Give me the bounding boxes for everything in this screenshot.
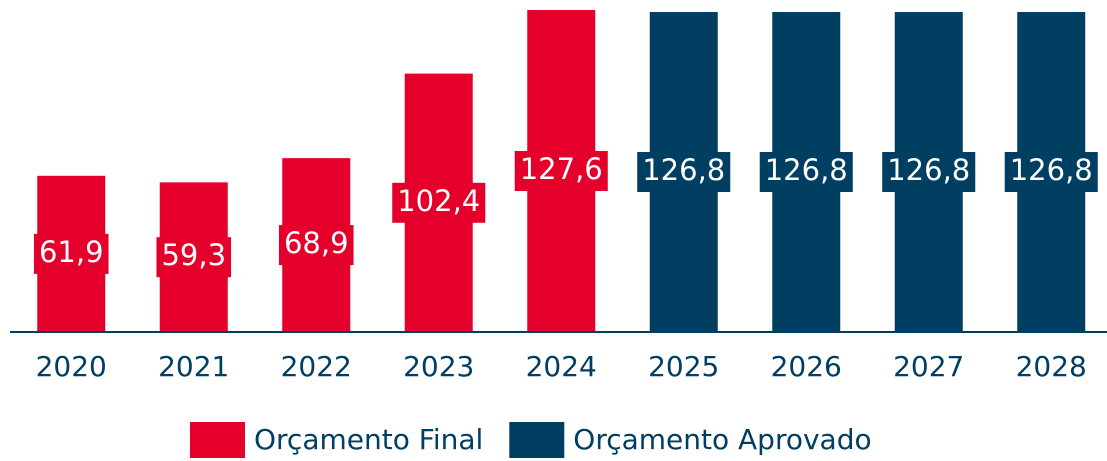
- value-label: 102,4: [397, 184, 480, 218]
- x-tick-label: 2023: [403, 350, 474, 383]
- value-label-group: 126,8: [637, 152, 731, 193]
- value-label-group: 59,3: [156, 237, 232, 278]
- value-label-bg: [33, 233, 109, 274]
- value-label-bg: [759, 152, 853, 193]
- value-label-group: 102,4: [392, 182, 486, 223]
- x-tick-label: 2025: [648, 350, 719, 383]
- x-tick-label: 2026: [771, 350, 842, 383]
- x-tick-label: 2022: [281, 350, 352, 383]
- value-label-group: 126,8: [882, 152, 976, 193]
- value-label: 126,8: [1010, 153, 1093, 187]
- x-tick-label: 2024: [526, 350, 597, 383]
- value-label-bg: [1004, 152, 1098, 193]
- value-label: 127,6: [520, 152, 603, 186]
- value-label-bg: [278, 225, 354, 266]
- value-label: 126,8: [765, 153, 848, 187]
- value-label: 59,3: [161, 238, 226, 272]
- value-label: 61,9: [39, 235, 104, 269]
- value-label-group: 61,9: [33, 233, 109, 274]
- value-label-bg: [514, 151, 608, 192]
- value-label: 68,9: [284, 226, 349, 260]
- value-label-group: 127,6: [514, 151, 608, 192]
- value-label-bg: [882, 152, 976, 193]
- legend-swatch: [509, 422, 565, 458]
- x-tick-label: 2028: [1016, 350, 1087, 383]
- value-label-bg: [392, 182, 486, 223]
- x-tick-label: 2021: [158, 350, 229, 383]
- x-tick-label: 2020: [36, 350, 107, 383]
- value-label-bg: [156, 237, 232, 278]
- value-label-group: 68,9: [278, 225, 354, 266]
- legend-label: Orçamento Aprovado: [573, 423, 871, 456]
- legend-swatch: [190, 422, 245, 458]
- value-label: 126,8: [642, 153, 725, 187]
- x-tick-label: 2027: [893, 350, 964, 383]
- legend-label: Orçamento Final: [254, 423, 483, 456]
- value-label-group: 126,8: [1004, 152, 1098, 193]
- value-label: 126,8: [887, 153, 970, 187]
- value-label-group: 126,8: [759, 152, 853, 193]
- value-label-bg: [637, 152, 731, 193]
